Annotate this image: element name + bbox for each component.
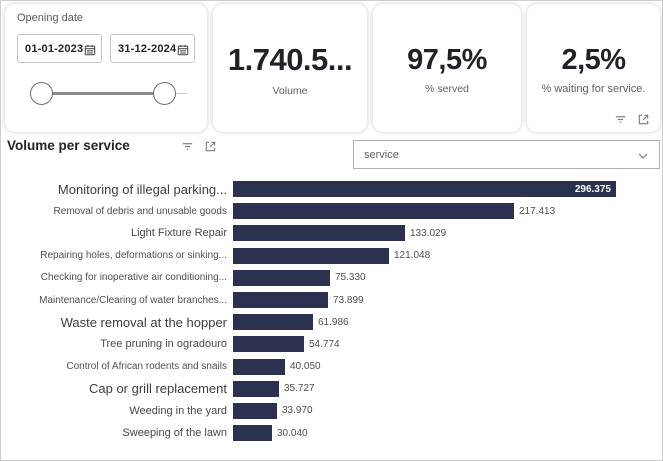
slicer-title: Opening date xyxy=(17,12,84,24)
slider-track[interactable] xyxy=(41,92,165,95)
bar-category-label: Monitoring of illegal parking... xyxy=(57,181,227,197)
slider-handle-right[interactable] xyxy=(153,82,176,105)
kpi-volume-label: Volume xyxy=(272,84,308,97)
slider-track-rest xyxy=(165,93,187,94)
bar-value-label: 121.048 xyxy=(394,250,431,262)
bar-category-label: Waste removal at the hopper xyxy=(60,314,227,330)
focus-mode-icon[interactable] xyxy=(204,140,217,153)
bar-row[interactable]: Weeding in the yard 33.970 xyxy=(1,400,663,422)
bar[interactable] xyxy=(233,314,313,331)
kpi-served-value: 97,5% xyxy=(407,43,487,76)
kpi-card-served: 97,5% % served xyxy=(373,4,521,132)
bar-row[interactable]: Control of African rodents and snails 40.… xyxy=(1,356,663,378)
bar-category-label: Repairing holes, deformations or sinking… xyxy=(40,250,227,262)
bar-category-label: Weeding in the yard xyxy=(129,404,227,417)
bar-row[interactable]: Checking for inoperative air conditionin… xyxy=(1,267,663,289)
bar[interactable]: 296.375 xyxy=(233,181,616,198)
bar-value-label: 296.375 xyxy=(574,183,611,195)
chevron-down-icon[interactable] xyxy=(637,149,649,161)
bar-row[interactable]: Sweeping of the lawn 30.040 xyxy=(1,422,663,444)
bar-value-label: 54.774 xyxy=(309,338,340,350)
bar-value-label: 33.970 xyxy=(282,405,313,417)
bar-value-label: 35.727 xyxy=(284,383,315,395)
bar-chart: Monitoring of illegal parking... 296.375 R… xyxy=(1,178,663,444)
bar-row[interactable]: Monitoring of illegal parking... 296.375 xyxy=(1,178,663,200)
bar-category-label: Checking for inoperative air conditionin… xyxy=(40,272,227,284)
bar-row[interactable]: Maintenance/Clearing of water branches..… xyxy=(1,289,663,311)
bar-category-label: Control of African rodents and snails xyxy=(66,361,227,373)
start-date-input[interactable]: 01-01-2023 xyxy=(17,34,102,63)
date-range-slider[interactable] xyxy=(17,71,195,117)
bar-category-label: Sweeping of the lawn xyxy=(122,427,227,440)
kpi-card-waiting: 2,5% % waiting for service. xyxy=(527,4,660,132)
service-dropdown-label: service xyxy=(364,148,399,161)
calendar-icon[interactable] xyxy=(84,43,96,55)
calendar-icon[interactable] xyxy=(177,43,189,55)
bar-row[interactable]: Repairing holes, deformations or sinking… xyxy=(1,245,663,267)
bar[interactable] xyxy=(233,247,389,264)
bar-value-label: 133.029 xyxy=(410,227,447,239)
bar-row[interactable]: Waste removal at the hopper 61.986 xyxy=(1,311,663,333)
bar[interactable] xyxy=(233,336,304,353)
bar-row[interactable]: Light Fixture Repair 133.029 xyxy=(1,222,663,244)
bar-value-label: 75.330 xyxy=(335,272,366,284)
chart-title: Volume per service xyxy=(7,138,130,153)
kpi-waiting-label: % waiting for service. xyxy=(541,83,646,96)
bar-category-label: Removal of debris and unusable goods xyxy=(53,205,227,217)
bar-value-label: 61.986 xyxy=(318,316,349,328)
focus-mode-icon[interactable] xyxy=(637,113,650,126)
bar-category-label: Light Fixture Repair xyxy=(131,227,227,240)
bar-row[interactable]: Tree pruning in ogradouro 54.774 xyxy=(1,333,663,355)
bar[interactable] xyxy=(233,425,272,442)
kpi-volume-value: 1.740.5... xyxy=(227,42,353,78)
bar[interactable] xyxy=(233,225,405,242)
end-date-input[interactable]: 31-12-2024 xyxy=(110,34,195,63)
bar-value-label: 30.040 xyxy=(277,427,308,439)
service-dropdown[interactable]: service xyxy=(353,140,660,169)
bar-category-label: Maintenance/Clearing of water branches..… xyxy=(39,294,227,306)
opening-date-slicer-card: Opening date 01-01-2023 31-12-2024 xyxy=(5,4,207,132)
kpi-card-volume: 1.740.5... Volume xyxy=(213,4,367,132)
bar-value-label: 73.899 xyxy=(333,294,364,306)
bar-category-label: Tree pruning in ogradouro xyxy=(100,338,227,351)
filter-icon[interactable] xyxy=(614,113,627,126)
bar[interactable] xyxy=(233,203,514,220)
bar[interactable] xyxy=(233,402,277,419)
kpi-served-label: % served xyxy=(425,83,469,96)
bar-row[interactable]: Cap or grill replacement 35.727 xyxy=(1,378,663,400)
end-date-value[interactable]: 31-12-2024 xyxy=(118,42,177,55)
bar[interactable] xyxy=(233,358,285,375)
bar-category-label: Cap or grill replacement xyxy=(88,381,227,397)
start-date-value[interactable]: 01-01-2023 xyxy=(25,42,84,55)
bar-value-label: 40.050 xyxy=(290,361,321,373)
bar-value-label: 217.413 xyxy=(519,205,556,217)
slider-handle-left[interactable] xyxy=(30,82,53,105)
kpi-waiting-value: 2,5% xyxy=(561,43,626,76)
bar-row[interactable]: Removal of debris and unusable goods 217.… xyxy=(1,200,663,222)
filter-icon[interactable] xyxy=(181,140,194,153)
bar[interactable] xyxy=(233,380,279,397)
bar[interactable] xyxy=(233,269,330,286)
bar[interactable] xyxy=(233,292,328,309)
